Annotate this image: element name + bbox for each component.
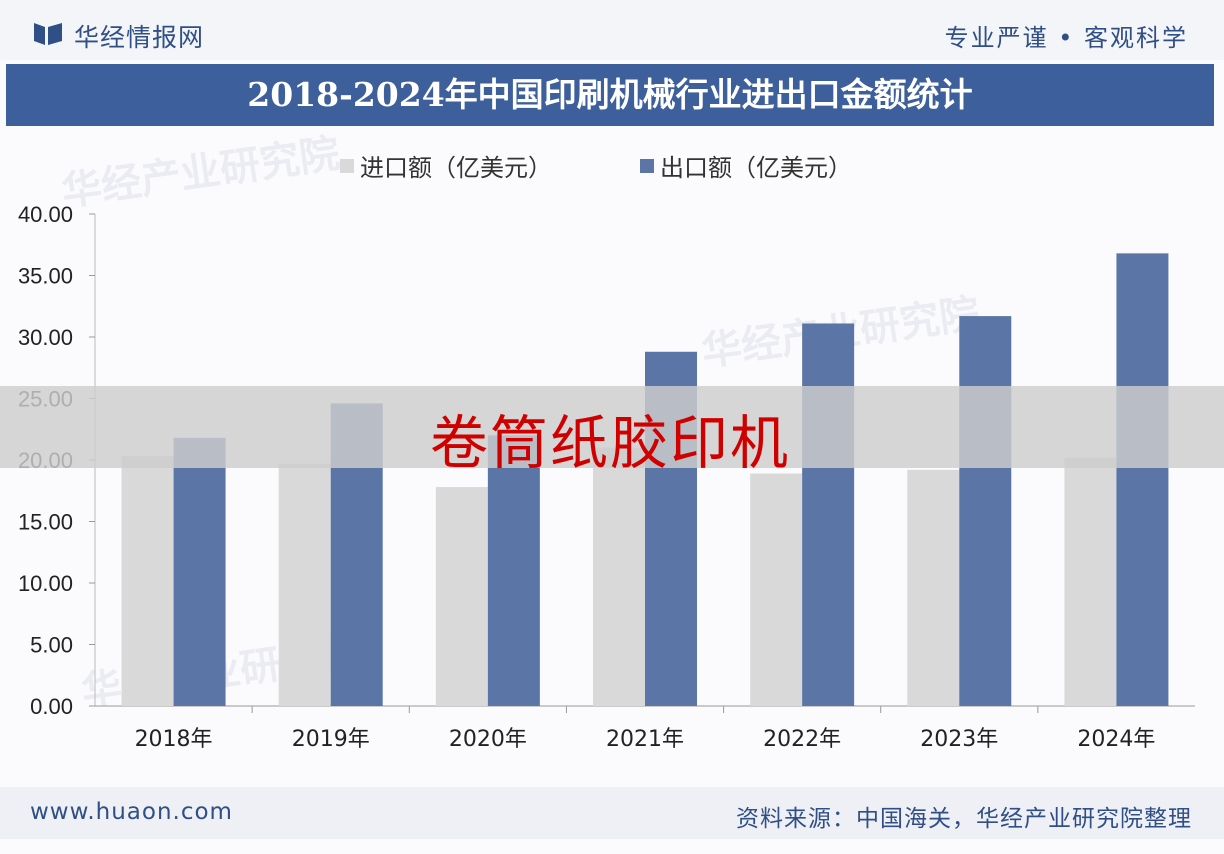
- y-tick-label: 30.00: [18, 325, 73, 350]
- import-bar-6: [1064, 457, 1117, 706]
- chart-title: 2018-2024年中国印刷机械行业进出口金额统计: [247, 75, 973, 114]
- top-bar: 华经情报网 专业严谨 • 客观科学: [0, 0, 1224, 60]
- title-bar: 2018-2024年中国印刷机械行业进出口金额统计: [6, 64, 1214, 126]
- export-bar-4: [802, 323, 855, 706]
- x-tick-label: 2023年: [920, 727, 998, 752]
- brand-logo-icon: [34, 23, 62, 45]
- y-tick-label: 0.00: [30, 694, 73, 719]
- legend-swatch-export: [640, 159, 654, 173]
- y-tick-label: 35.00: [18, 264, 73, 289]
- overlay-band: [0, 386, 1224, 468]
- legend-label-import: 进口额（亿美元）: [360, 154, 552, 182]
- legend-item-export: 出口额（亿美元）: [640, 148, 852, 183]
- x-tick-label: 2018年: [135, 727, 213, 752]
- import-bar-3: [593, 447, 645, 706]
- import-bar-1: [278, 463, 331, 706]
- export-bar-0: [173, 437, 226, 706]
- import-bar-0: [121, 456, 174, 706]
- bar-chart: 0.005.0010.0015.0020.0025.0030.0035.0040…: [18, 202, 1195, 752]
- footer-source: 资料来源：中国海关，华经产业研究院整理: [736, 806, 1192, 832]
- x-tick-label: 2019年: [292, 727, 370, 752]
- import-bar-5: [907, 469, 960, 706]
- legend-swatch-import: [340, 159, 354, 173]
- brand-name[interactable]: 华经情报网: [74, 23, 205, 52]
- tagline: 专业严谨 • 客观科学: [944, 24, 1188, 52]
- y-tick-label: 15.00: [18, 510, 73, 535]
- y-tick-label: 10.00: [18, 571, 73, 596]
- x-tick-label: 2022年: [763, 727, 841, 752]
- overlay-label: 卷筒纸胶印机: [430, 409, 791, 477]
- x-tick-label: 2021年: [606, 727, 684, 752]
- import-bar-4: [750, 473, 803, 706]
- export-bar-2: [487, 435, 540, 706]
- export-bar-5: [959, 316, 1012, 706]
- footer: www.huaon.com 资料来源：中国海关，华经产业研究院整理: [0, 787, 1224, 839]
- import-bar-2: [435, 487, 488, 706]
- y-tick-label: 40.00: [18, 202, 73, 227]
- footer-website[interactable]: www.huaon.com: [30, 799, 233, 825]
- export-bar-6: [1116, 253, 1169, 707]
- x-tick-label: 2020年: [449, 727, 527, 752]
- legend-label-export: 出口额（亿美元）: [660, 154, 852, 182]
- legend-item-import: 进口额（亿美元）: [340, 148, 552, 183]
- x-tick-label: 2024年: [1077, 727, 1155, 752]
- y-tick-label: 5.00: [30, 633, 73, 658]
